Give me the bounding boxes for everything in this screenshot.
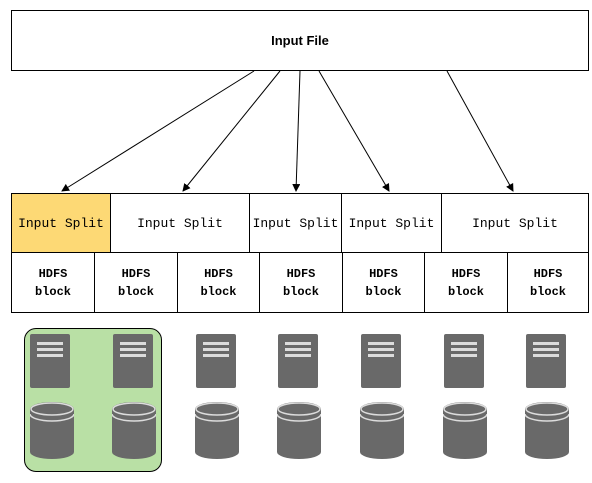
server-icon [30, 334, 70, 388]
hdfs-block-6: HDFS block [424, 252, 508, 313]
input-split-label: Input Split [252, 215, 339, 231]
arrow-to-split-2 [182, 70, 281, 192]
input-split-2: Input Split [110, 193, 250, 253]
hdfs-block-7: HDFS block [507, 252, 589, 313]
arrow-to-split-4 [318, 70, 390, 192]
hdfs-block-line1: HDFS [369, 266, 398, 281]
arrow-to-split-1 [61, 70, 255, 192]
server-icon [196, 334, 236, 388]
input-split-5: Input Split [441, 193, 589, 253]
database-icon [30, 402, 74, 459]
input-file-label: Input File [271, 33, 329, 48]
hdfs-block-line1: HDFS [451, 266, 481, 281]
arrow-to-split-5 [446, 70, 514, 192]
hdfs-block-line1: HDFS [121, 266, 151, 281]
hdfs-block-line2: block [200, 284, 237, 299]
database-icon [277, 402, 321, 459]
database-icon [525, 402, 569, 459]
server-icon [278, 334, 318, 388]
hdfs-block-line2: block [365, 284, 402, 299]
database-icon [360, 402, 404, 459]
input-split-1: Input Split [11, 193, 111, 253]
hdfs-block-line1: HDFS [533, 266, 563, 281]
server-icon [444, 334, 484, 388]
input-split-3: Input Split [249, 193, 342, 253]
server-icon [526, 334, 566, 388]
hdfs-block-line2: block [117, 284, 154, 299]
hdfs-block-3: HDFS block [177, 252, 260, 313]
hdfs-block-line2: block [447, 284, 484, 299]
input-split-label: Input Split [348, 215, 435, 231]
server-icon [113, 334, 153, 388]
hdfs-block-2: HDFS block [94, 252, 178, 313]
input-split-label: Input Split [472, 215, 558, 231]
hdfs-block-line2: block [282, 284, 319, 299]
hdfs-block-1: HDFS block [11, 252, 95, 313]
hdfs-block-line1: HDFS [286, 266, 316, 281]
server-icon [361, 334, 401, 388]
input-split-label: Input Split [137, 215, 223, 231]
input-split-label: Input Split [18, 215, 104, 231]
input-file-box: Input File [11, 10, 589, 71]
input-split-4: Input Split [341, 193, 442, 253]
hdfs-block-5: HDFS block [342, 252, 425, 313]
database-icon [443, 402, 487, 459]
database-icon [112, 402, 156, 459]
arrow-to-split-3 [292, 70, 301, 192]
hdfs-block-line1: HDFS [204, 266, 233, 281]
hdfs-block-4: HDFS block [259, 252, 343, 313]
hdfs-block-line2: block [34, 284, 71, 299]
hdfs-block-line2: block [529, 284, 566, 299]
hdfs-block-line1: HDFS [38, 266, 68, 281]
database-icon [195, 402, 239, 459]
